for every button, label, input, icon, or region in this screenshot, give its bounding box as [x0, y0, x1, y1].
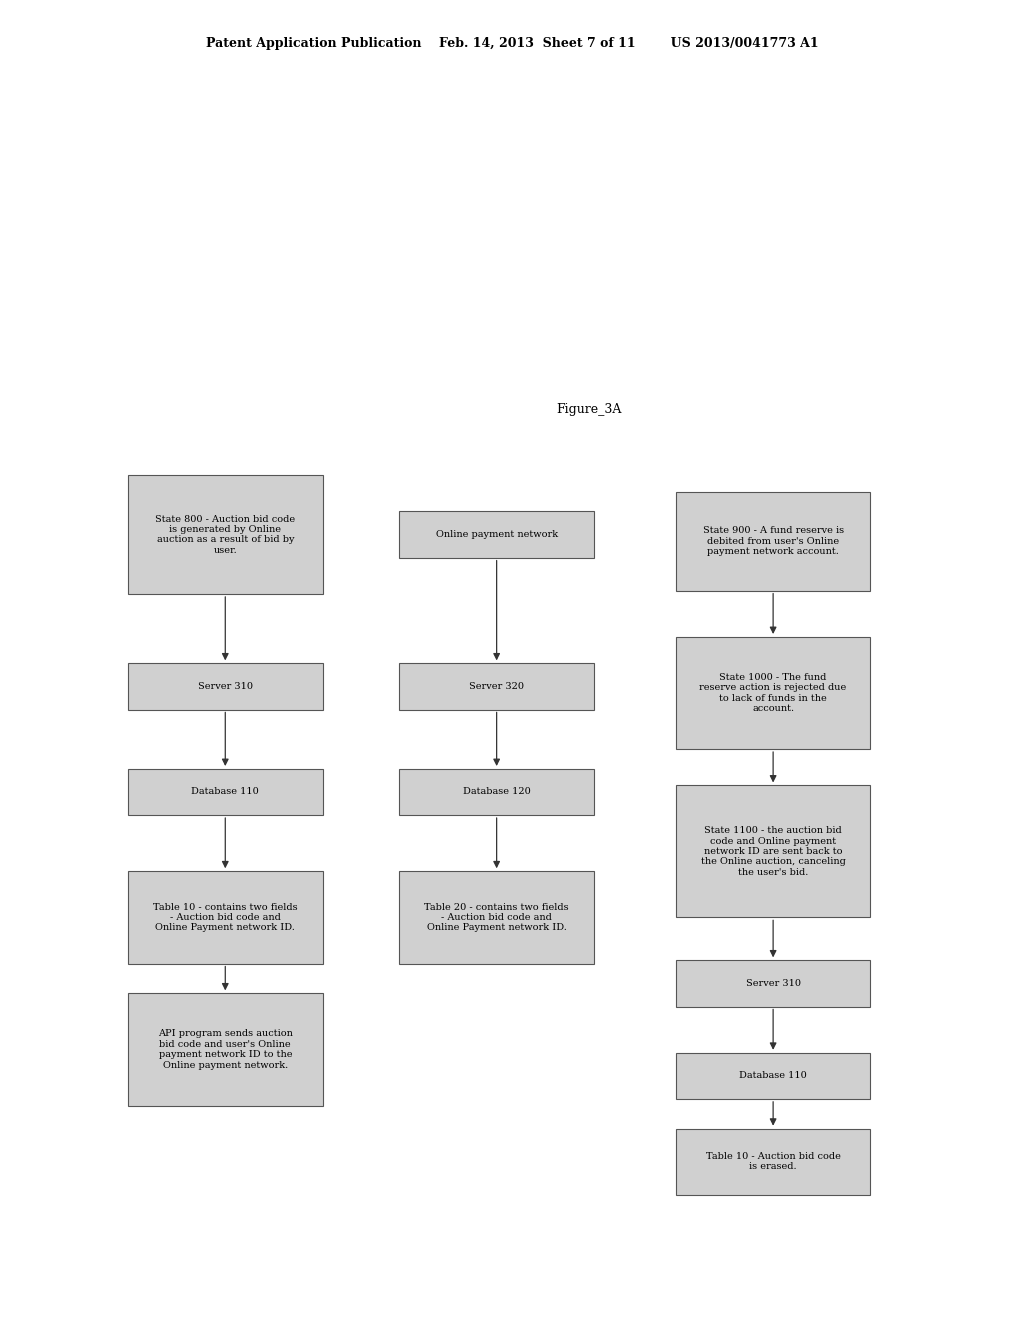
- Text: Database 110: Database 110: [191, 788, 259, 796]
- FancyBboxPatch shape: [128, 475, 323, 594]
- FancyBboxPatch shape: [676, 785, 870, 917]
- FancyBboxPatch shape: [399, 768, 594, 814]
- Text: Server 310: Server 310: [745, 979, 801, 987]
- Text: State 800 - Auction bid code
is generated by Online
auction as a result of bid b: State 800 - Auction bid code is generate…: [156, 515, 295, 554]
- FancyBboxPatch shape: [128, 664, 323, 710]
- Text: Server 310: Server 310: [198, 682, 253, 690]
- Text: Database 120: Database 120: [463, 788, 530, 796]
- FancyBboxPatch shape: [128, 994, 323, 1106]
- FancyBboxPatch shape: [399, 871, 594, 964]
- FancyBboxPatch shape: [399, 511, 594, 557]
- Text: State 900 - A fund reserve is
debited from user's Online
payment network account: State 900 - A fund reserve is debited fr…: [702, 527, 844, 556]
- Text: Database 110: Database 110: [739, 1072, 807, 1080]
- FancyBboxPatch shape: [676, 491, 870, 590]
- FancyBboxPatch shape: [128, 768, 323, 814]
- FancyBboxPatch shape: [676, 961, 870, 1006]
- Text: Online payment network: Online payment network: [435, 531, 558, 539]
- Text: API program sends auction
bid code and user's Online
payment network ID to the
O: API program sends auction bid code and u…: [158, 1030, 293, 1069]
- Text: Figure_3A: Figure_3A: [556, 403, 622, 416]
- Text: Patent Application Publication    Feb. 14, 2013  Sheet 7 of 11        US 2013/00: Patent Application Publication Feb. 14, …: [206, 37, 818, 50]
- FancyBboxPatch shape: [676, 1053, 870, 1098]
- Text: Table 10 - Auction bid code
is erased.: Table 10 - Auction bid code is erased.: [706, 1152, 841, 1171]
- FancyBboxPatch shape: [676, 638, 870, 750]
- FancyBboxPatch shape: [676, 1129, 870, 1195]
- Text: State 1000 - The fund
reserve action is rejected due
to lack of funds in the
acc: State 1000 - The fund reserve action is …: [699, 673, 847, 713]
- Text: Server 320: Server 320: [469, 682, 524, 690]
- Text: Table 20 - contains two fields
- Auction bid code and
Online Payment network ID.: Table 20 - contains two fields - Auction…: [424, 903, 569, 932]
- Text: State 1100 - the auction bid
code and Online payment
network ID are sent back to: State 1100 - the auction bid code and On…: [700, 826, 846, 876]
- FancyBboxPatch shape: [128, 871, 323, 964]
- Text: Table 10 - contains two fields
- Auction bid code and
Online Payment network ID.: Table 10 - contains two fields - Auction…: [153, 903, 298, 932]
- FancyBboxPatch shape: [399, 664, 594, 710]
